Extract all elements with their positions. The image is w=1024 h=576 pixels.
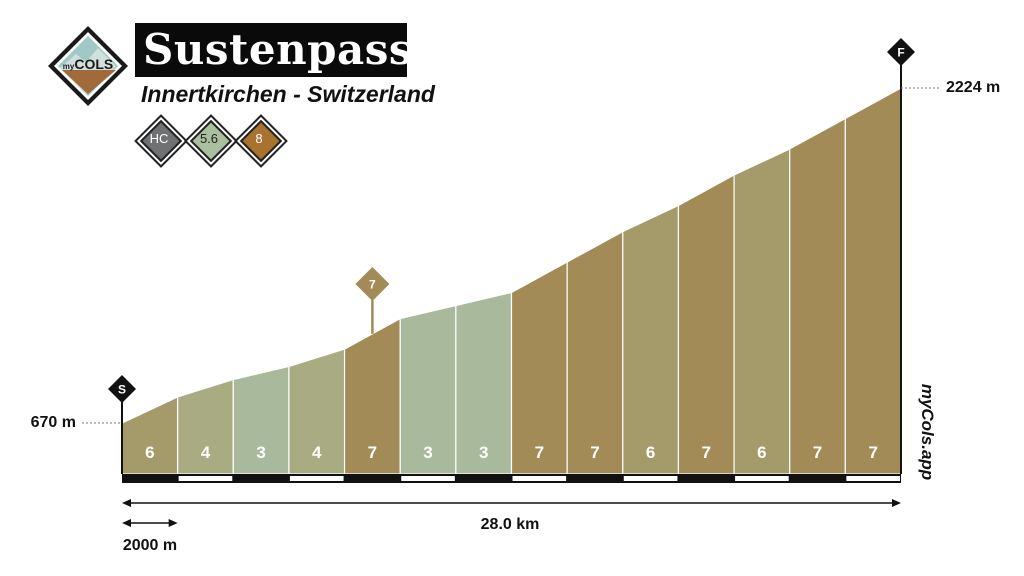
average-gradient-text: 5.6	[199, 131, 219, 146]
gradient-label: 3	[256, 443, 265, 462]
profile-markers: S F 7	[82, 38, 940, 474]
total-distance-arrow-head-left	[122, 499, 131, 507]
total-distance-label: 28.0 km	[481, 516, 540, 533]
gradient-segment	[677, 174, 735, 475]
scale-bar-cell	[289, 476, 344, 481]
scale-bar-cell	[735, 476, 789, 481]
scale-bar-frame	[122, 474, 901, 483]
gradient-label: 7	[590, 443, 599, 462]
gradient-label: 3	[423, 443, 432, 462]
logo-text: COLS	[74, 56, 114, 72]
gradient-segment	[844, 86, 902, 475]
gradient-segment	[121, 395, 179, 475]
gradient-label: 7	[702, 443, 711, 462]
logo-prefix: my	[62, 62, 75, 71]
scale-bar-cell	[401, 476, 455, 481]
gradient-label: 7	[868, 443, 877, 462]
finish-marker	[887, 38, 915, 66]
page-subtitle: Innertkirchen - Switzerland	[141, 81, 435, 107]
scale-bar-cell	[846, 476, 900, 481]
max-gradient-marker-label: 7	[369, 278, 376, 292]
start-elevation-label: 670 m	[31, 414, 76, 431]
gradient-label: 3	[479, 443, 488, 462]
watermark-text: myCols.app	[918, 384, 937, 480]
mycols-logo: myCOLS	[46, 24, 130, 108]
scale-bar-cell	[623, 476, 678, 481]
distance-scale-bar	[122, 474, 901, 527]
gradient-label: 4	[201, 443, 211, 462]
gradient-label: 7	[368, 443, 377, 462]
max-gradient-text: 8	[255, 131, 263, 146]
gradient-segments	[121, 86, 902, 475]
scale-distance-arrow-head-right	[168, 519, 178, 527]
start-marker-label: S	[118, 383, 126, 397]
start-marker	[108, 375, 136, 403]
gradient-label: 6	[757, 443, 766, 462]
average-gradient-badge: 5.6	[189, 119, 233, 163]
gradient-labels: 6 4 3 4 7 3 3 7 7 6 7 6 7 7	[145, 443, 878, 462]
end-elevation-label: 2224 m	[946, 79, 1000, 96]
scale-bar-cell	[178, 476, 233, 481]
gradient-label: 6	[145, 443, 154, 462]
scale-distance-label: 2000 m	[123, 537, 177, 554]
scale-distance-arrow-head-left	[122, 519, 131, 527]
total-distance-arrow-head-right	[892, 499, 901, 507]
gradient-label: 7	[813, 443, 822, 462]
category-badge: HC	[139, 119, 183, 163]
max-gradient-badge: 8	[239, 119, 283, 163]
gradient-segment	[789, 117, 846, 475]
scale-bar-cell	[512, 476, 567, 481]
finish-marker-label: F	[897, 46, 904, 60]
gradient-segment	[622, 204, 680, 475]
max-gradient-marker	[355, 267, 390, 301]
category-text: HC	[149, 131, 169, 146]
gradient-label: 4	[312, 443, 322, 462]
gradient-segment	[566, 230, 624, 475]
page-title: Sustenpass	[135, 23, 413, 77]
gradient-segment	[733, 147, 791, 475]
gradient-label: 6	[646, 443, 655, 462]
gradient-label: 7	[535, 443, 544, 462]
